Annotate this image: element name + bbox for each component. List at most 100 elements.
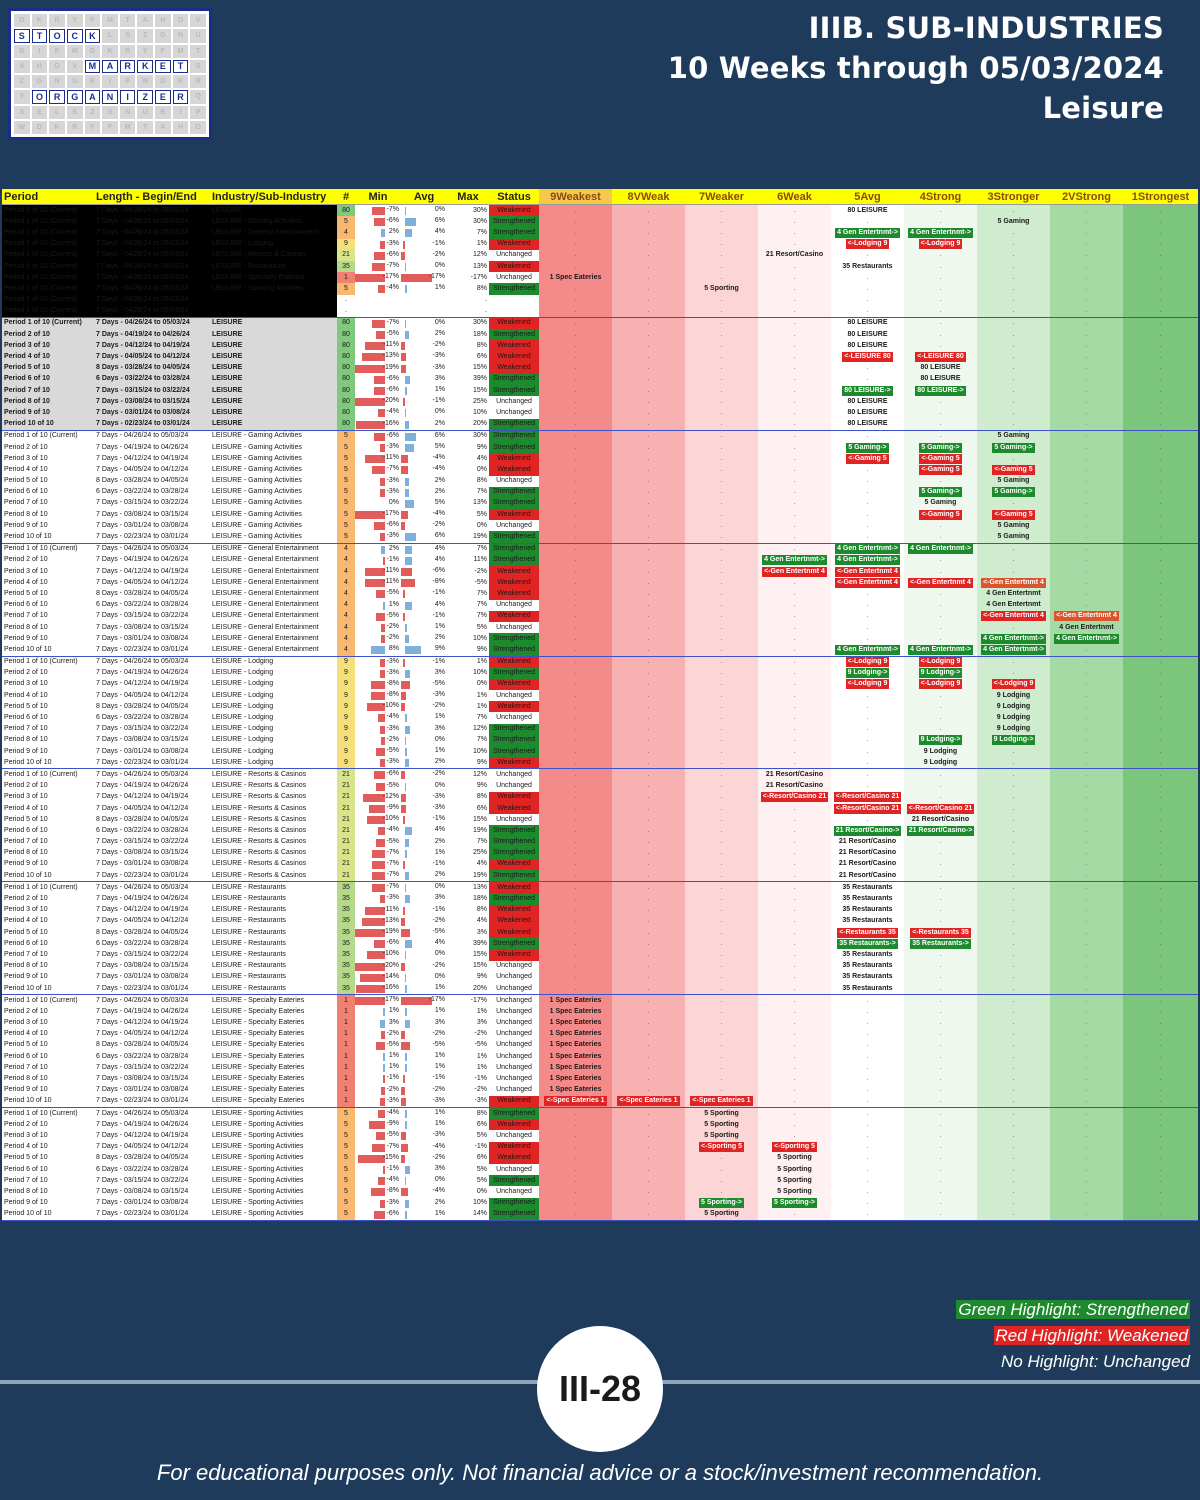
zone-cell-z6: 5 Sporting [758, 1152, 831, 1164]
max-cell: 1% [476, 658, 487, 666]
zone-cell-z4 [904, 982, 977, 996]
max-cell: 6% [476, 353, 487, 361]
zone-cell-z3 [977, 373, 1050, 385]
max-cell: 4% [476, 454, 487, 462]
zone-label: 35 Restaurants [842, 973, 893, 981]
avg-value: 2% [434, 330, 445, 338]
zone-cell-z9: 1 Spec Eateries [539, 994, 612, 1007]
industry-cell: LEISURE - Gaming Activities [212, 477, 302, 485]
zone-cell-z6 [758, 610, 831, 622]
zone-label: 5 Gaming-> [919, 442, 962, 453]
count-cell: 9 [337, 690, 355, 702]
zone-cell-z6 [758, 893, 831, 905]
min-cell: -1% [355, 1073, 401, 1084]
zone-cell-z5: <-Restaurants 35 [831, 927, 904, 939]
zone-cell-z3 [977, 927, 1050, 939]
status-badge: Unchanged [496, 521, 532, 529]
min-bar [376, 331, 385, 340]
avg-bar [401, 771, 405, 780]
zone-label: 9 Lodging [996, 691, 1031, 699]
zone-label: <-Gaming 5 [919, 509, 962, 520]
period-cell: Period 10 of 10 [2, 1208, 94, 1221]
zone-label: 5 Gaming [997, 217, 1030, 225]
min-bar [376, 782, 385, 791]
zone-cell-z5 [831, 1107, 904, 1120]
min-value: -5% [386, 747, 399, 754]
length-cell: 7 Days - 04/26/24 to 05/03/24 [96, 1109, 189, 1117]
period-cell: Period 6 of 10 [4, 601, 48, 609]
avg-cell: -6% [401, 566, 447, 577]
min-bar [367, 816, 385, 825]
zone-label: 5 Gaming-> [919, 487, 962, 498]
zone-cell-z1 [1123, 858, 1198, 871]
logo-cell: B [155, 105, 171, 119]
table-row: Period 5 of 10 8 Days - 03/28/24 to 04/05… [2, 927, 1198, 939]
logo-cell: W [137, 75, 154, 89]
status-badge: Strengthened [489, 418, 539, 431]
zone-label: 1 Spec Eateries [549, 1086, 602, 1094]
min-cell: -8% [355, 1186, 401, 1197]
min-value: -3% [386, 1096, 399, 1104]
avg-bar [403, 658, 405, 667]
min-bar [372, 466, 385, 475]
zone-label: 4 Gen Entertnmt [986, 601, 1041, 609]
zone-cell-z7 [685, 678, 758, 691]
zone-cell-z8 [612, 317, 685, 330]
zone-cell-z4 [904, 340, 977, 352]
zone-cell-z5: 35 Restaurants [831, 904, 904, 916]
zone-cell-z4: <-Gaming 5 [904, 509, 977, 521]
zone-cell-z3: <-Gaming 5 [977, 464, 1050, 476]
zone-cell-z8 [612, 825, 685, 837]
min-value: -12% [382, 792, 399, 800]
period-cell: Period 1 of 10 (Current) [2, 227, 94, 239]
min-cell: -7% [355, 848, 401, 859]
min-bar [372, 207, 385, 215]
industry-cell: LEISURE - Specialty Eateries [212, 1041, 305, 1049]
zone-cell-z9 [539, 294, 612, 306]
zone-cell-z5: 35 Restaurants-> [831, 938, 904, 950]
zone-cell-z7 [685, 768, 758, 781]
industry-cell: LEISURE - Sporting Activities [212, 1187, 304, 1195]
zone-cell-z3 [977, 994, 1050, 1007]
avg-cell: 5% [401, 498, 447, 509]
zone-cell-z3 [977, 621, 1050, 634]
status-badge: Unchanged [496, 962, 532, 970]
status-badge: Strengthened [489, 373, 539, 385]
avg-bar [405, 477, 409, 486]
industry-cell: . [210, 305, 337, 318]
zone-cell-z3: <-Gen Entertnmt 4 [977, 610, 1050, 622]
avg-cell: -2% [401, 1085, 447, 1096]
zone-cell-z1 [1123, 486, 1198, 498]
min-cell: -16% [355, 982, 401, 996]
status-badge: Weakened [489, 802, 539, 815]
industry-cell: LEISURE - General Entertainment [212, 623, 319, 631]
zone-cell-z9 [539, 497, 612, 510]
avg-value: -2% [432, 250, 445, 258]
zone-cell-z2 [1050, 294, 1123, 306]
zone-cell-z2 [1050, 385, 1123, 397]
avg-value: -4% [432, 510, 445, 518]
zone-cell-z5 [831, 588, 904, 600]
table-row: Period 5 of 10 8 Days - 03/28/24 to 04/05… [2, 588, 1198, 600]
min-cell: -3% [355, 1095, 401, 1108]
logo-letter: G [66, 90, 83, 104]
logo-cell: O [172, 14, 189, 28]
zone-cell-z4: <-LEISURE 80 [904, 351, 977, 363]
min-cell: -5% [355, 588, 401, 599]
zone-label: 5 Gaming-> [992, 487, 1035, 498]
zone-label: 5 Sporting [704, 1120, 739, 1128]
zone-cell-z3 [977, 543, 1050, 555]
zone-cell-z2 [1050, 893, 1123, 905]
logo-cell: H [172, 120, 189, 134]
zone-cell-z3 [977, 915, 1050, 927]
zone-cell-z6 [758, 1119, 831, 1131]
zone-cell-z1 [1123, 893, 1198, 905]
zone-cell-z7 [685, 971, 758, 983]
zone-cell-z1 [1123, 464, 1198, 476]
zone-label: 9 Lodging [996, 714, 1031, 722]
zone-cell-z7 [685, 418, 758, 431]
avg-value: 2% [434, 634, 445, 642]
period-cell: Period 2 of 10 [4, 669, 48, 677]
industry-name: Leisure [1042, 91, 1164, 125]
